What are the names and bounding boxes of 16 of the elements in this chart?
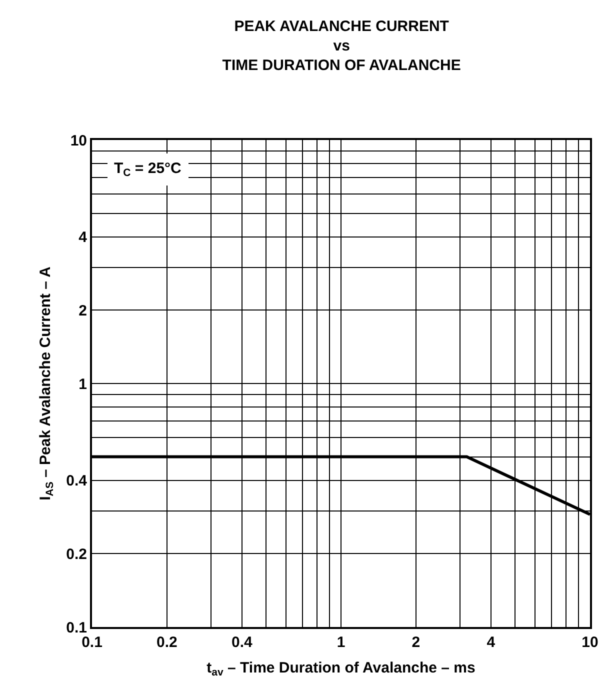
x-tick-label: 4 — [486, 634, 496, 651]
y-tick-label: 0.4 — [66, 472, 88, 490]
y-tick-label: 0.1 — [66, 619, 87, 636]
y-tick-label: 2 — [78, 302, 87, 320]
chart-title: PEAK AVALANCHE CURRENT vs TIME DURATION OF AVALANCHE — [222, 18, 461, 74]
y-tick-label: 4 — [78, 229, 88, 246]
x-tick-label: 0.2 — [156, 634, 178, 651]
x-tick-label: 0.4 — [231, 634, 253, 651]
x-tick-label: 1 — [336, 634, 346, 651]
x-axis-title: t$_{av}$ – Time Duration of Avalanche – ms — [206, 660, 476, 679]
annotation: T$_{C}$ = 25°C — [114, 160, 182, 180]
x-tick-label: 2 — [412, 634, 420, 651]
y-tick-label: 1 — [78, 376, 87, 393]
x-tick-label: 10 — [582, 634, 598, 651]
y-tick-label: 10 — [70, 132, 87, 150]
y-tick-label: 0.2 — [66, 546, 87, 563]
